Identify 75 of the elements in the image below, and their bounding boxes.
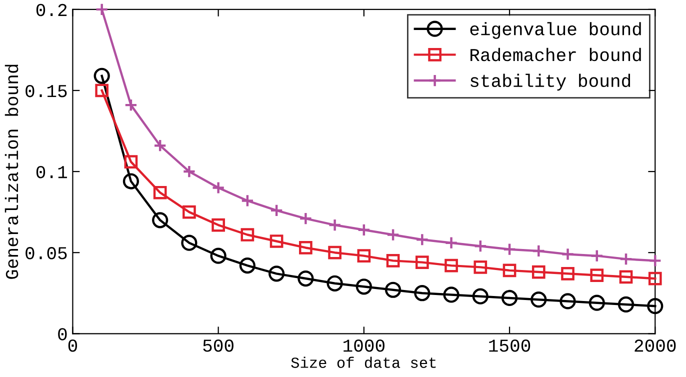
legend-label: eigenvalue bound [470, 22, 641, 39]
point [502, 264, 516, 278]
point [561, 267, 574, 280]
legend-label: Rademacher bound [470, 48, 641, 62]
x-tick-label: 0 [68, 340, 78, 352]
point [298, 270, 314, 287]
point [648, 272, 662, 286]
y-axis-title: Generalization bound [4, 64, 18, 279]
point [124, 155, 138, 168]
point [590, 268, 604, 282]
point [212, 181, 225, 194]
point [357, 223, 371, 237]
y-tick-label: 0.1 [36, 166, 67, 178]
point [590, 249, 604, 262]
point [501, 290, 518, 306]
point [532, 244, 546, 258]
y-tick-label: 0.05 [26, 247, 67, 260]
point [444, 258, 458, 272]
point [239, 258, 256, 274]
point [210, 248, 226, 264]
point [270, 234, 284, 248]
x-tick-label: 2000 [634, 340, 676, 352]
point [357, 249, 371, 262]
point [386, 228, 400, 242]
x-tick-label: 1000 [344, 340, 384, 352]
point [299, 241, 312, 254]
point [416, 232, 429, 246]
point [443, 286, 460, 303]
y-tick-label: 0.2 [36, 4, 67, 16]
point [560, 293, 576, 310]
point [240, 228, 254, 242]
point [356, 278, 372, 295]
point [268, 266, 285, 282]
point [530, 292, 547, 308]
legend-label: stability bound [470, 74, 630, 91]
x-axis-title: Size of data set [291, 356, 436, 368]
point [588, 294, 605, 311]
y-tick-label: 0.15 [26, 84, 67, 98]
point [328, 246, 342, 260]
point [502, 242, 516, 256]
point [647, 298, 664, 314]
point [95, 84, 108, 98]
point [619, 270, 633, 284]
point [153, 186, 167, 200]
point [416, 256, 429, 269]
point [474, 260, 488, 274]
x-tick-label: 1500 [489, 340, 530, 352]
point [472, 288, 488, 304]
y-tick-label: 0 [58, 328, 67, 340]
point [474, 239, 488, 253]
point [414, 285, 430, 302]
point [384, 282, 402, 298]
point [561, 248, 574, 261]
point [95, 2, 108, 16]
point [181, 234, 198, 251]
point [532, 265, 546, 279]
point [212, 218, 225, 232]
point [182, 205, 196, 219]
point [326, 275, 343, 292]
point [94, 68, 110, 84]
point [386, 254, 400, 268]
point [648, 254, 662, 268]
point [270, 204, 284, 218]
point [619, 252, 633, 266]
point [182, 164, 196, 178]
point [122, 173, 140, 190]
point [299, 212, 312, 226]
point [124, 98, 138, 112]
point [240, 194, 254, 208]
point [618, 296, 634, 313]
point [328, 218, 342, 232]
point [152, 212, 168, 228]
x-tick-label: 500 [203, 340, 234, 352]
point [153, 138, 167, 152]
point [444, 236, 458, 250]
